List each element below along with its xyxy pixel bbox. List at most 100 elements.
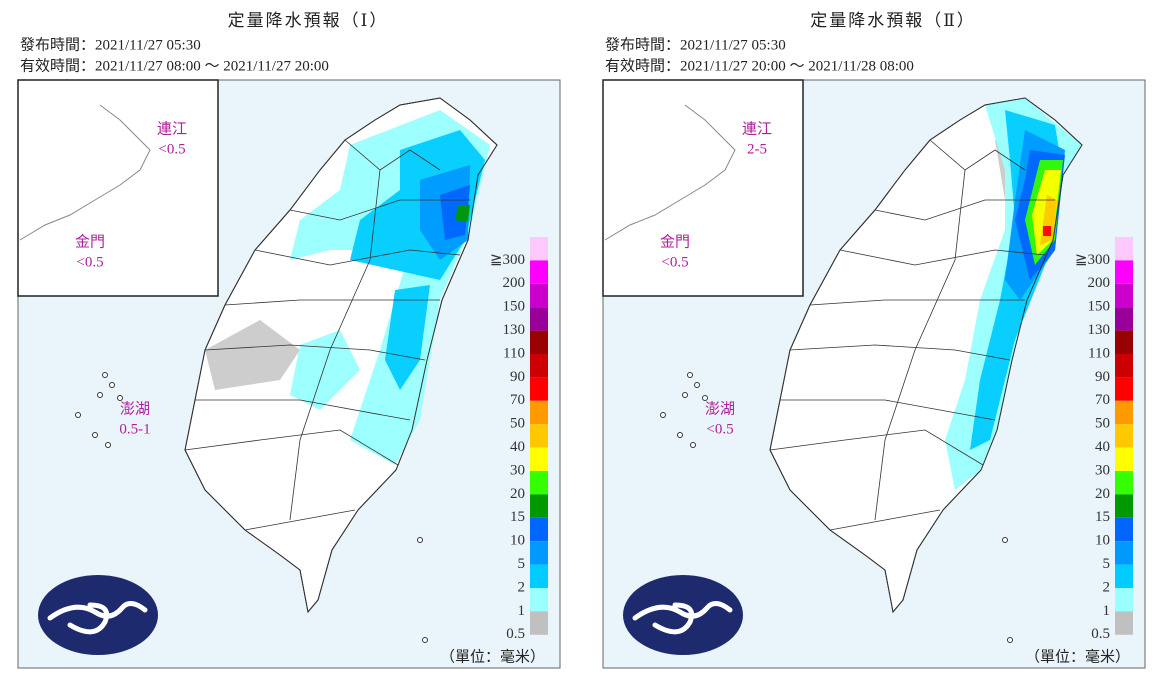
legend-label: 1 [1103, 603, 1111, 619]
county-border [244, 509, 356, 531]
county-border [780, 399, 996, 421]
county-border [929, 139, 1026, 171]
legend-swatch [1115, 611, 1133, 635]
legend-label: 2 [1103, 579, 1111, 595]
legend-label: ≧300 [1075, 252, 1110, 268]
legend-label: 200 [503, 275, 526, 291]
islet [677, 432, 683, 438]
island-outline [184, 97, 498, 614]
islet [660, 412, 666, 418]
legend-swatch [530, 400, 548, 425]
legend-swatch [530, 564, 548, 588]
legend-swatch [530, 471, 548, 495]
legend-swatch [1115, 283, 1133, 308]
rain-area [1043, 226, 1051, 236]
rain-area [385, 285, 430, 390]
islet [117, 395, 123, 401]
legend-swatch [1115, 564, 1133, 588]
region-name: 連江 [157, 120, 187, 137]
islet [109, 382, 115, 388]
legend-label: 20 [510, 486, 525, 502]
legend-label: 30 [510, 462, 525, 478]
legend-swatch [1115, 354, 1133, 378]
legend-label: 10 [1095, 533, 1110, 549]
legend-swatch [1115, 517, 1133, 542]
legend-label: 5 [1103, 556, 1111, 572]
islet [690, 442, 696, 448]
county-border [195, 399, 411, 421]
legend-label: 110 [1088, 345, 1110, 361]
region-value: <0.5 [661, 254, 688, 270]
legend-swatch [530, 260, 548, 284]
legend-label: 150 [1088, 299, 1111, 315]
county-border [289, 169, 381, 521]
legend-swatch [1115, 400, 1133, 425]
legend-label: 2 [518, 579, 526, 595]
islet [422, 637, 428, 643]
region-name: 澎湖 [120, 400, 150, 417]
valid-time: 有效時間：2021/11/27 08:00 ～ 2021/11/27 20:00 [20, 57, 329, 74]
legend-label: 70 [510, 392, 525, 408]
legend-label: 0.5 [506, 626, 525, 642]
legend-label: 150 [503, 299, 526, 315]
forecast-panel: 定量降水預報（Ⅰ） 發布時間：2021/11/27 05:30 有效時間：2021/… [17, 11, 561, 669]
legend-label: 10 [510, 533, 525, 549]
legend-swatch [530, 447, 548, 471]
legend-label: 30 [1095, 462, 1110, 478]
county-border [829, 509, 941, 531]
legend-swatch [1115, 260, 1133, 284]
islet [97, 392, 103, 398]
legend-swatch [530, 424, 548, 448]
legend-swatch [1115, 424, 1133, 448]
valid-time: 有效時間：2021/11/27 20:00 ～ 2021/11/28 08:00 [605, 57, 914, 74]
county-border [344, 139, 441, 171]
county-border [289, 199, 470, 221]
legend-swatch [530, 611, 548, 635]
legend-swatch [530, 541, 548, 565]
unit-label: （單位：毫米） [1025, 647, 1130, 665]
county-border [874, 199, 1055, 221]
rain-area [290, 330, 360, 410]
region-value: 0.5-1 [119, 421, 150, 437]
legend-label: 40 [510, 439, 525, 455]
county-border [789, 344, 1011, 361]
legend-label: 15 [1095, 509, 1110, 525]
legend-swatch [1115, 330, 1133, 354]
legend-label: 90 [1095, 369, 1110, 385]
legend-label: 20 [1095, 486, 1110, 502]
county-border [204, 344, 426, 361]
forecast-panel: 定量降水預報（Ⅱ） 發布時間：2021/11/27 05:30 有效時間：2021/… [602, 11, 1146, 669]
legend-label: 110 [503, 345, 525, 361]
inset-frame [602, 79, 804, 297]
rain-area [455, 205, 470, 222]
legend-label: 70 [1095, 392, 1110, 408]
legend-label: 40 [1095, 439, 1110, 455]
islet [1007, 637, 1013, 643]
island-outline [769, 97, 1083, 614]
islet [105, 442, 111, 448]
legend-label: 0.5 [1091, 626, 1110, 642]
legend-swatch [1115, 541, 1133, 565]
legend-label: 90 [510, 369, 525, 385]
legend-swatch [530, 237, 548, 261]
legend-swatch [1115, 494, 1133, 518]
county-border [809, 299, 1025, 306]
region-name: 金門 [660, 233, 690, 250]
islet [687, 372, 693, 378]
panel-title: 定量降水預報（Ⅱ） [810, 11, 976, 30]
region-value: <0.5 [158, 141, 185, 157]
islet [417, 537, 423, 543]
islet [682, 392, 688, 398]
legend-swatch [1115, 447, 1133, 471]
region-name: 澎湖 [705, 400, 735, 417]
logo-swirl [47, 601, 148, 635]
legend-swatch [530, 283, 548, 308]
legend-label: 5 [518, 556, 526, 572]
issued-time: 發布時間：2021/11/27 05:30 [20, 36, 201, 53]
legend-label: 130 [503, 322, 526, 338]
legend-swatch [1115, 237, 1133, 261]
panel-title: 定量降水預報（Ⅰ） [228, 11, 389, 30]
islet [102, 372, 108, 378]
county-border [224, 299, 440, 306]
